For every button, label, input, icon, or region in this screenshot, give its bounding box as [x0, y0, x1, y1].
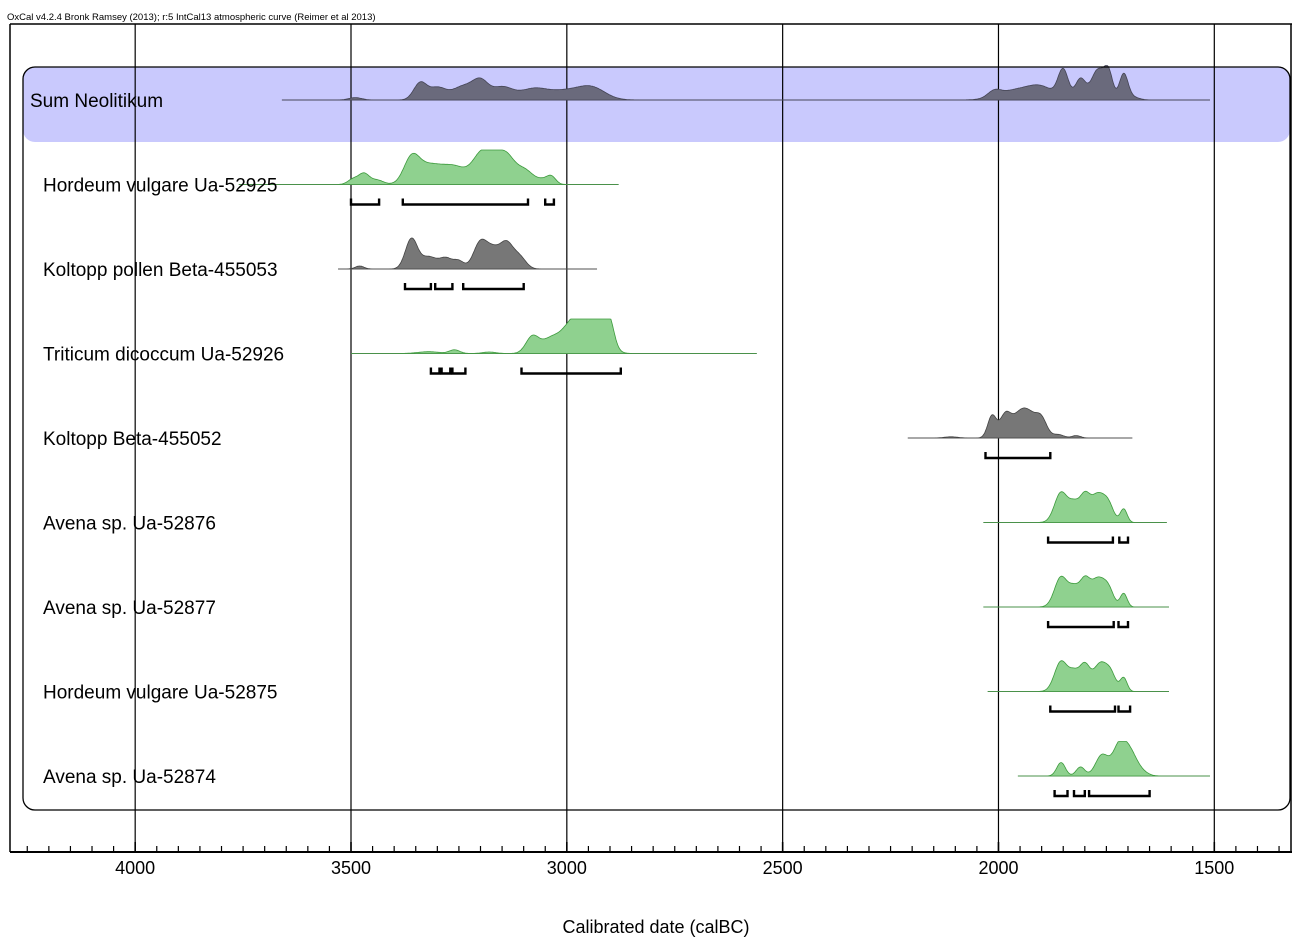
sample-label: Avena sp. Ua-52877	[43, 598, 216, 619]
sample-row-8: Avena sp. Ua-52874	[43, 741, 1210, 798]
range-bracket	[1072, 790, 1086, 798]
distribution	[983, 575, 1169, 608]
distribution	[983, 490, 1167, 523]
tick-label-3500: 3500	[331, 858, 371, 878]
tick-label-2000: 2000	[978, 858, 1018, 878]
range-bracket	[1053, 790, 1069, 798]
sample-label: Triticum dicoccum Ua-52926	[43, 345, 284, 366]
distribution	[987, 660, 1169, 692]
sample-label: Avena sp. Ua-52876	[43, 514, 216, 535]
range-bracket	[520, 367, 622, 375]
sample-label: Sum Neolitikum	[30, 91, 163, 112]
range-bracket	[1118, 536, 1130, 544]
sample-label: Koltopp Beta-455052	[43, 429, 222, 450]
range-bracket	[401, 198, 530, 206]
range-bracket	[349, 198, 381, 206]
range-bracket	[1046, 536, 1115, 544]
sample-row-4: Koltopp Beta-455052	[43, 407, 1133, 460]
distribution	[338, 237, 597, 270]
range-bracket	[984, 452, 1052, 460]
x-axis-title: Calibrated date (calBC)	[562, 917, 749, 937]
range-bracket	[1049, 705, 1117, 713]
tick-label-3000: 3000	[547, 858, 587, 878]
distribution	[351, 318, 757, 354]
frame-layer	[9, 23, 1292, 852]
range-bracket	[403, 283, 433, 291]
sample-row-5: Avena sp. Ua-52876	[43, 490, 1167, 544]
range-bracket	[462, 283, 525, 291]
sample-label: Koltopp pollen Beta-455053	[43, 260, 278, 281]
sample-row-1: Hordeum vulgare Ua-52925	[43, 149, 619, 206]
range-bracket	[1117, 621, 1130, 629]
sample-row-3: Triticum dicoccum Ua-52926	[43, 318, 757, 375]
range-bracket	[1087, 790, 1151, 798]
distribution	[238, 149, 619, 185]
x-axis: 4000 3500 3000 2500 2000 1500	[10, 842, 1292, 878]
tick-label-2500: 2500	[763, 858, 803, 878]
distribution	[281, 65, 1210, 101]
range-bracket	[440, 367, 452, 375]
header-text: OxCal v4.2.4 Bronk Ramsey (2013); r:5 In…	[7, 12, 376, 23]
tick-label-4000: 4000	[115, 858, 155, 878]
group-outline	[22, 66, 1291, 811]
sum-band-layer	[23, 67, 1290, 142]
range-bracket	[544, 198, 556, 206]
sample-label: Hordeum vulgare Ua-52875	[43, 683, 277, 704]
range-bracket	[434, 283, 454, 291]
range-bracket	[451, 367, 467, 375]
sample-row-6: Avena sp. Ua-52877	[43, 575, 1169, 629]
range-bracket	[1046, 621, 1115, 629]
range-bracket	[1117, 705, 1132, 713]
samples-layer: Sum Neolitikum Hordeum vulgare Ua-52925 Ko…	[30, 65, 1210, 798]
sample-row-2: Koltopp pollen Beta-455053	[43, 237, 598, 291]
tick-label-1500: 1500	[1194, 858, 1234, 878]
sample-row-7: Hordeum vulgare Ua-52875	[43, 660, 1169, 713]
sample-label: Avena sp. Ua-52874	[43, 767, 216, 788]
sum-band	[23, 67, 1290, 142]
sample-row-0: Sum Neolitikum	[30, 65, 1210, 112]
distribution	[907, 407, 1133, 439]
sample-label: Hordeum vulgare Ua-52925	[43, 176, 277, 197]
distribution	[1017, 741, 1210, 777]
range-bracket	[429, 367, 441, 375]
